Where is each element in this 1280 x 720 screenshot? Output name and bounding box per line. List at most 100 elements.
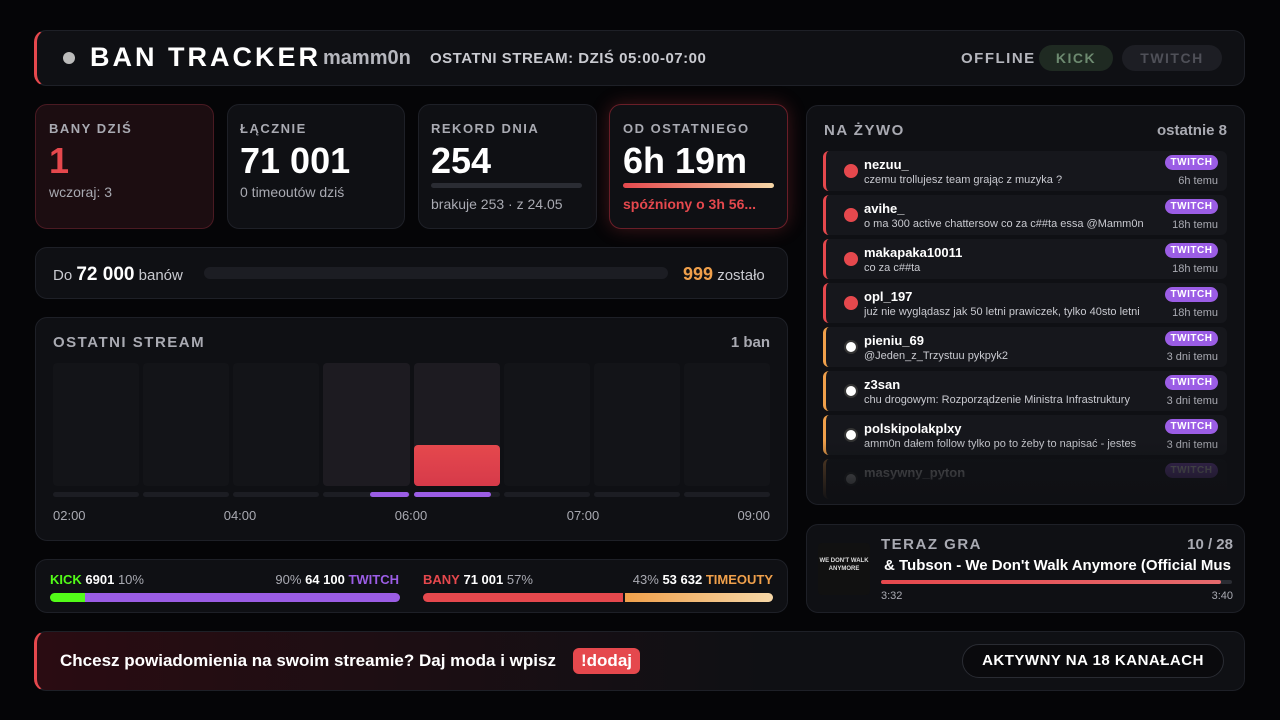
time-label: 04:00 — [223, 508, 257, 523]
chart-column — [233, 363, 320, 486]
split-segment — [85, 593, 400, 602]
time-ago: 3 dni temu — [1166, 395, 1218, 407]
stat-sub: wczoraj: 3 — [49, 184, 113, 200]
message: o ma 300 active chattersow co za c##ta e… — [864, 218, 1144, 230]
type-split-bar — [423, 593, 773, 602]
message: chu drogowym: Rozporządzenie Ministra In… — [864, 394, 1130, 406]
chart-column — [593, 363, 680, 486]
kick-label: KICK — [50, 572, 82, 587]
split-segment — [423, 593, 623, 602]
twitch-count: 64 100 — [305, 572, 345, 587]
message: co za c##ta — [864, 262, 921, 274]
record-bar — [431, 183, 582, 188]
platform-badge: TWITCH — [1165, 375, 1218, 390]
timeline-segment — [53, 492, 140, 497]
title: BAN TRACKER — [90, 42, 321, 72]
bans-pct: 57% — [506, 572, 533, 587]
live-row: pieniu_69 @Jeden_z_Trzystuu pykpyk2 TWITCH… — [823, 327, 1227, 367]
live-row: avihe_o ma 300 active chattersow co za c… — [823, 195, 1227, 235]
message: czemu trollujesz team grając z muzyka ? — [864, 174, 1063, 186]
twitch-button[interactable]: TWITCH — [1122, 45, 1222, 71]
song-progress — [881, 580, 1221, 584]
chart-column — [323, 363, 410, 486]
stream-window — [370, 492, 409, 497]
chart-column — [683, 363, 770, 486]
goal-remaining-suffix: zostało — [717, 267, 765, 284]
username: polskipolakplxy — [864, 421, 962, 436]
bans-stat: BANY 71 001 57% — [423, 572, 533, 587]
platform-badge: TWITCH — [1165, 419, 1218, 434]
goal-remaining: 999 — [683, 264, 714, 284]
goal-text: Do 72 000 banów — [53, 264, 183, 286]
status: OFFLINE — [961, 50, 1036, 67]
row-icon — [844, 208, 858, 222]
live-fade — [807, 440, 1244, 504]
username: makapaka10011 — [864, 245, 963, 260]
live-row: makapaka10011 co za c##ta TWITCH 18h temu — [823, 239, 1227, 279]
timeouts-pct: 43% — [632, 572, 659, 587]
stat-value: 254 — [431, 140, 492, 181]
row-icon — [844, 384, 858, 398]
timeline-segment — [233, 492, 320, 497]
goal-target: 72 000 — [76, 264, 135, 285]
goal-bar — [204, 267, 668, 279]
timeline-segment — [323, 492, 410, 497]
channel: mamm0n — [323, 47, 411, 69]
timeouts-stat: 43% 53 632 TIMEOUTY — [633, 572, 773, 587]
split-segment — [622, 593, 773, 602]
stat-card — [418, 104, 597, 229]
cover: WE DON'T WALK ANYMORE — [818, 543, 870, 595]
stat-label: ŁĄCZNIE — [240, 121, 307, 136]
time-label: 09:00 — [737, 508, 770, 523]
song: & Tubson - We Don't Walk Anymore (Offici… — [884, 557, 1231, 574]
kick-pct: 10% — [117, 572, 144, 587]
time-label: 06:00 — [394, 508, 428, 523]
platform-badge: TWITCH — [1165, 331, 1218, 346]
stat-card — [227, 104, 405, 229]
username: nezuu_ — [864, 157, 909, 172]
stream-title: OSTATNI STREAM — [53, 334, 206, 351]
last-stream: OSTATNI STREAM: DZIŚ 05:00-07:00 — [430, 50, 707, 67]
status-dot — [63, 52, 75, 64]
since-bar — [623, 183, 774, 188]
timeouts-label: TIMEOUTY — [705, 572, 773, 587]
playlist-position: 10 / 28 — [1187, 536, 1233, 553]
stat-sub: spóźniony o 3h 56... — [623, 196, 757, 212]
stat-value: 71 001 — [240, 140, 351, 181]
message: @Jeden_z_Trzystuu pykpyk2 — [864, 350, 1009, 362]
platform-badge: TWITCH — [1165, 243, 1218, 258]
kick-button[interactable]: KICK — [1039, 45, 1113, 71]
stream-window — [414, 492, 491, 497]
row-icon — [844, 296, 858, 310]
bar — [413, 445, 500, 486]
live-row: nezuu_czemu trollujesz team grając z muz… — [823, 151, 1227, 191]
kick-count: 6901 — [85, 572, 115, 587]
username: opl_197 — [864, 289, 913, 304]
split-panel — [35, 559, 788, 613]
chart-column — [143, 363, 230, 486]
split-segment — [50, 593, 85, 602]
live-title: NA ŻYWO — [824, 122, 905, 139]
stat-card — [35, 104, 214, 229]
bans-count: 71 001 — [463, 572, 504, 587]
platform-badge: TWITCH — [1165, 155, 1218, 170]
twitch-stat: 90% 64 100 TWITCH — [275, 572, 399, 587]
timeouts-count: 53 632 — [662, 572, 703, 587]
timeline-segment — [143, 492, 230, 497]
username: pieniu_69 — [864, 333, 924, 348]
platform-badge: TWITCH — [1165, 199, 1218, 214]
stat-label: REKORD DNIA — [431, 121, 540, 136]
time-ago: 6h temu — [1178, 175, 1218, 187]
now-playing-label: TERAZ GRA — [881, 536, 982, 553]
stat-sub: 0 timeoutów dziś — [240, 184, 345, 200]
message: już nie wyglądasz jak 50 letni prawiczek… — [864, 306, 1140, 318]
username: z3san — [864, 377, 901, 392]
live-subtitle: ostatnie 8 — [1156, 122, 1227, 139]
channels-badge: AKTYWNY NA 18 KANAŁACH — [962, 644, 1224, 678]
platform-badge: TWITCH — [1165, 287, 1218, 302]
chart-column — [53, 363, 140, 486]
username: avihe_ — [864, 201, 905, 216]
elapsed: 3:32 — [881, 590, 903, 602]
time-label: 07:00 — [566, 508, 600, 523]
